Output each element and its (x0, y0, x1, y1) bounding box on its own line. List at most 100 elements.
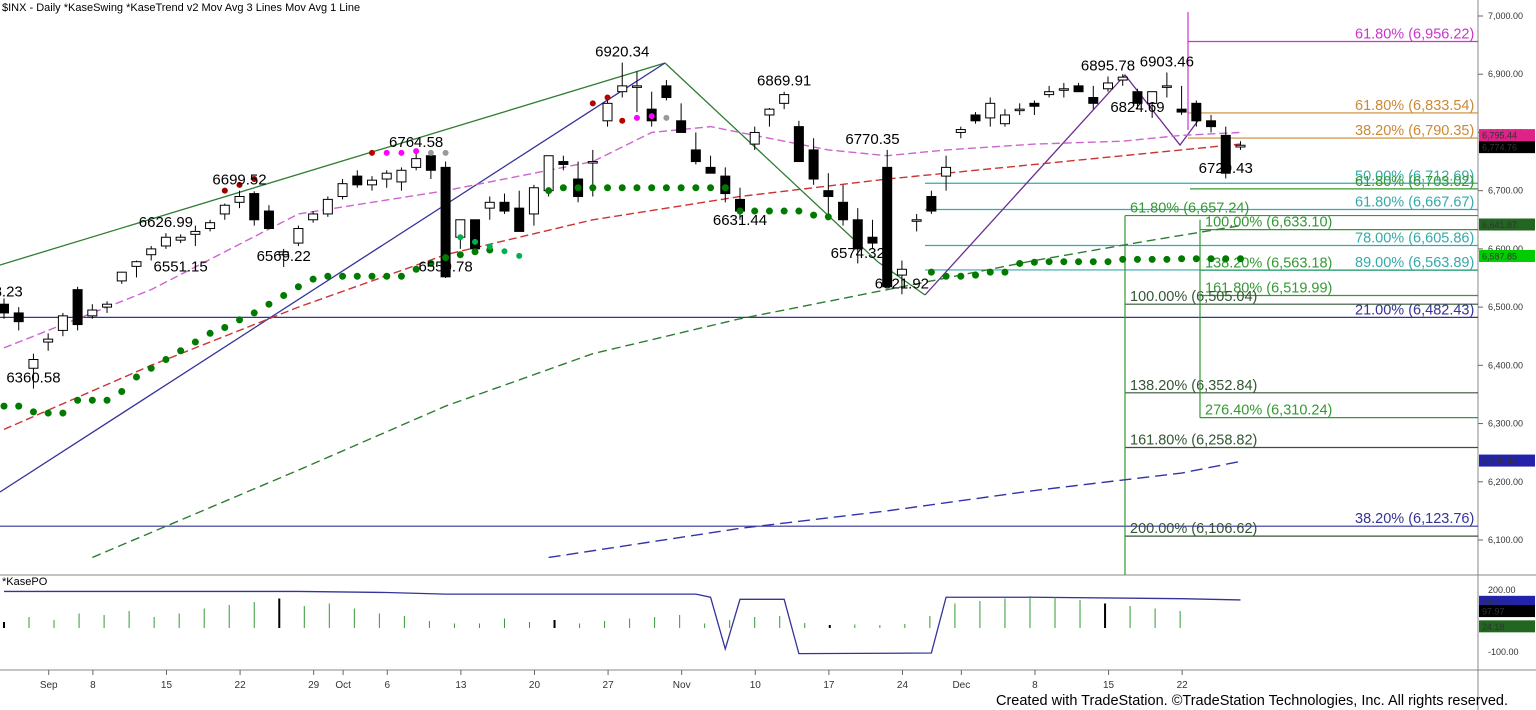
candle-body (882, 166, 893, 288)
swing-label: 6626.99 (139, 214, 193, 231)
kaseswing-dot (663, 114, 670, 121)
po-tag-bg (1479, 605, 1535, 618)
candle-body (999, 114, 1010, 125)
kasetrend-dot (1148, 255, 1156, 263)
price-tag-label: 6,795.44 (1482, 131, 1517, 141)
candle-body (28, 359, 39, 369)
x-tick-label: 15 (1103, 680, 1115, 691)
kasetrend-dot (15, 402, 23, 410)
kasetrend-dot (545, 187, 553, 195)
moving-average-line (548, 460, 1241, 559)
fib-level-label: 38.20% (6,123.76) (1355, 511, 1474, 527)
trendline-blue (0, 62, 666, 493)
candle-body (102, 303, 113, 308)
x-tick-label: Dec (952, 680, 970, 691)
candle-body (1117, 76, 1128, 81)
fib-level-label: 38.20% (6,790.35) (1355, 123, 1474, 139)
x-tick-label: Nov (673, 680, 691, 691)
kasetrend-dot (1104, 258, 1112, 266)
swing-label: 6631.44 (713, 212, 767, 229)
kaseswing-dot (589, 100, 596, 107)
kasetrend-dot (1236, 255, 1244, 263)
x-tick-label: 8 (90, 680, 96, 691)
candle-body (970, 114, 981, 122)
kasetrend-dot (927, 268, 935, 276)
swing-label: 6824.69 (1110, 99, 1164, 116)
po-tag-label: 24.18 (1482, 622, 1505, 632)
kasetrend-dot (1119, 255, 1127, 263)
candle-body (484, 201, 495, 209)
candle-body (587, 161, 598, 164)
candle-body (131, 261, 142, 267)
x-tick-label: Oct (335, 680, 351, 691)
x-tick-label: 22 (1177, 680, 1189, 691)
candle-body (1088, 97, 1099, 104)
candle-body (0, 303, 9, 314)
candle-body (1029, 102, 1040, 107)
candle-body (1058, 88, 1069, 91)
kaseswing-dot (236, 181, 243, 188)
moving-average-line (3, 125, 1241, 349)
kasetrend-dot (412, 265, 420, 273)
kasetrend-dot (442, 254, 450, 262)
price-tag-bg (1479, 129, 1535, 142)
candle-body (440, 166, 451, 278)
candle-body (1103, 82, 1113, 90)
kasetrend-dot (353, 272, 361, 280)
kaseswing-dot (486, 243, 493, 250)
y-tick-label: 6,600.00 (1488, 244, 1523, 254)
kasetrend-dot (132, 373, 140, 381)
kasetrend-dot (59, 409, 67, 417)
kasetrend-dot (559, 184, 567, 192)
kasetrend-dot (397, 272, 405, 280)
kasetrend-dot (721, 184, 729, 192)
kaseswing-dot (501, 248, 508, 255)
candle-body (87, 309, 98, 317)
kasetrend-dot (250, 309, 258, 317)
y-tick-label: 6,200.00 (1488, 477, 1523, 487)
candle-body (543, 155, 554, 192)
candle-body (13, 312, 24, 323)
candle-body (941, 166, 952, 177)
candle-body (278, 251, 289, 256)
fib-level-label: 138.20% (6,563.18) (1205, 255, 1332, 271)
kasetrend-dot (604, 184, 612, 192)
kasetrend-dot (1192, 255, 1200, 263)
kasetrend-dot (1045, 258, 1053, 266)
candle-body (749, 131, 760, 145)
candle-body (1206, 120, 1217, 128)
po-tick-label: -100.00 (1488, 647, 1519, 657)
candle-body (602, 102, 613, 122)
candle-body (852, 219, 863, 250)
kasetrend-dot (177, 347, 185, 355)
kasetrend-dot (191, 338, 199, 346)
kasetrend-dot (1075, 258, 1083, 266)
x-tick-label: 24 (897, 680, 909, 691)
x-tick-label: 13 (455, 680, 467, 691)
candle-body (514, 207, 525, 232)
trendline-green (0, 62, 666, 266)
kasetrend-dot (707, 184, 715, 192)
kasetrend-dot (309, 275, 317, 283)
kasetrend-dot (1222, 255, 1230, 263)
fib-level-label: 161.80% (6,519.99) (1205, 280, 1332, 296)
candle-body (779, 94, 790, 104)
swing-label: 08.23 (0, 283, 23, 300)
candle-body (690, 149, 701, 163)
swing-label: 6920.34 (595, 44, 649, 61)
candle-body (764, 108, 775, 116)
kasetrend-dot (265, 300, 273, 308)
candle-body (425, 155, 436, 171)
kaseswing-dot (442, 149, 449, 156)
po-tag-bg (1479, 595, 1535, 608)
candle-body (838, 201, 849, 221)
kasetrend-dot (236, 316, 244, 324)
candle-body (72, 289, 83, 326)
kasetrend-dot (795, 207, 803, 215)
swing-label: 6895.78 (1081, 58, 1135, 75)
kasetrend-dot (280, 291, 288, 299)
moving-average-line (3, 143, 1241, 431)
x-tick-label: Sep (40, 680, 58, 691)
fib-level-label: 161.80% (6,258.82) (1130, 433, 1257, 449)
